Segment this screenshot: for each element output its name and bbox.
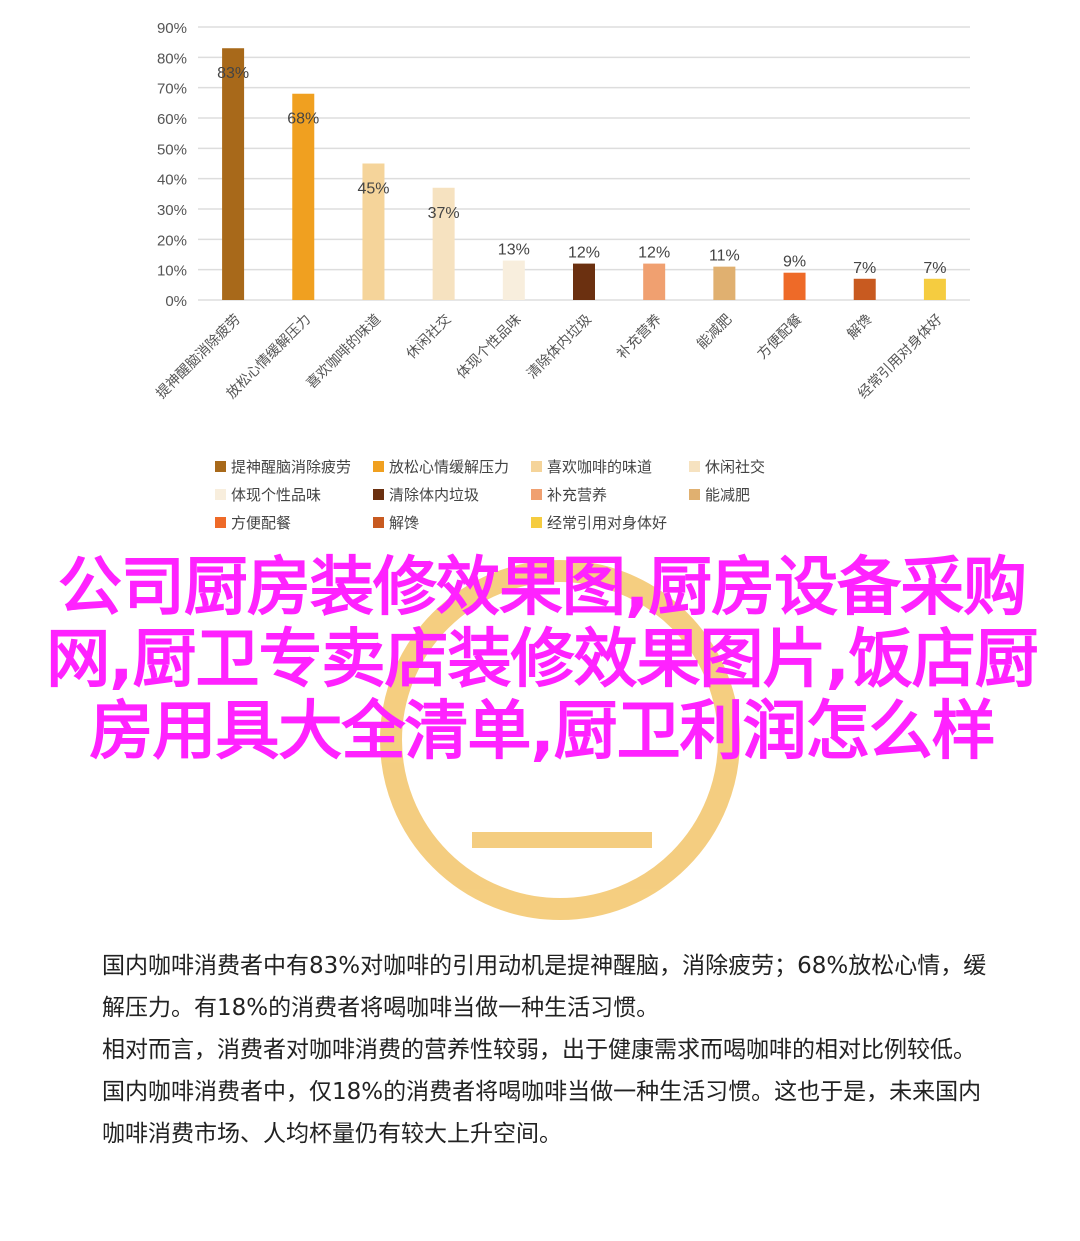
legend-swatch <box>373 488 384 500</box>
data-label: 11% <box>709 248 740 265</box>
legend-label: 能减肥 <box>705 485 751 504</box>
data-label: 12% <box>568 245 600 262</box>
bar-chart: 0%10%20%30%40%50%60%70%80%90%83%提神醒脑消除疲劳… <box>153 20 970 402</box>
bar <box>783 272 806 300</box>
legend-swatch <box>215 516 226 528</box>
bar <box>643 263 666 300</box>
y-tick-label: 80% <box>157 50 187 67</box>
data-label: 45% <box>357 181 389 198</box>
x-tick-label: 休闲社交 <box>403 311 455 363</box>
data-label: 83% <box>217 65 249 82</box>
legend-item: 方便配餐 <box>215 508 373 536</box>
legend-label: 体现个性品味 <box>231 485 322 504</box>
legend-item: 提神醒脑消除疲劳 <box>215 452 373 480</box>
legend-item: 喜欢咖啡的味道 <box>531 452 689 480</box>
legend-item: 补充营养 <box>531 480 689 508</box>
data-label: 7% <box>923 260 946 277</box>
legend-label: 喜欢咖啡的味道 <box>547 457 653 476</box>
legend-swatch <box>689 460 700 472</box>
legend-swatch <box>215 488 226 500</box>
x-tick-label: 补充营养 <box>614 312 665 363</box>
legend-label: 方便配餐 <box>231 513 292 532</box>
bar <box>853 278 876 300</box>
legend-swatch <box>531 460 542 472</box>
bar <box>573 263 595 300</box>
x-tick-label: 方便配餐 <box>754 312 805 363</box>
legend-item: 经常引用对身体好 <box>531 508 689 536</box>
legend-label: 休闲社交 <box>705 457 766 476</box>
data-label: 12% <box>638 245 670 262</box>
legend-item: 能减肥 <box>689 480 847 508</box>
x-tick-label: 体现个性品味 <box>454 312 525 383</box>
x-tick-label: 清除体内垃圾 <box>524 312 595 383</box>
legend-swatch <box>373 516 384 528</box>
bar <box>292 93 315 300</box>
y-tick-label: 10% <box>157 263 187 280</box>
y-tick-label: 40% <box>157 172 187 189</box>
legend-label: 经常引用对身体好 <box>547 513 668 532</box>
legend-swatch <box>373 460 384 472</box>
data-label: 13% <box>498 242 530 259</box>
data-label: 9% <box>783 254 806 271</box>
legend-swatch <box>531 516 542 528</box>
data-label: 68% <box>287 111 319 128</box>
y-tick-label: 0% <box>165 293 187 310</box>
y-tick-label: 90% <box>157 20 187 37</box>
legend-label: 解馋 <box>389 513 420 532</box>
data-label: 7% <box>853 260 876 277</box>
paragraph: 国内咖啡消费者中，仅18%的消费者将喝咖啡当做一种生活习惯。这也于是，未来国内咖… <box>102 1079 982 1147</box>
legend-label: 清除体内垃圾 <box>389 485 480 504</box>
y-tick-label: 30% <box>157 202 187 219</box>
bar <box>923 278 946 300</box>
paragraph: 国内咖啡消费者中有83%对咖啡的引用动机是提神醒脑，消除疲劳；68%放松心情，缓… <box>102 953 987 1021</box>
bar <box>713 266 736 300</box>
legend-label: 提神醒脑消除疲劳 <box>231 457 352 476</box>
y-tick-label: 60% <box>157 111 187 128</box>
bar <box>502 260 525 300</box>
y-tick-label: 70% <box>157 81 187 98</box>
legend-item: 解馋 <box>373 508 531 536</box>
bar <box>222 48 245 300</box>
x-tick-label: 解馋 <box>844 312 875 343</box>
article-text: 国内咖啡消费者中有83%对咖啡的引用动机是提神醒脑，消除疲劳；68%放松心情，缓… <box>102 945 1002 1155</box>
chart-legend: 提神醒脑消除疲劳 放松心情缓解压力 喜欢咖啡的味道 休闲社交体现个性品味 清除体内垃圾 补… <box>215 452 855 536</box>
bar <box>432 187 455 300</box>
paragraph: 相对而言，消费者对咖啡消费的营养性较弱，出于健康需求而喝咖啡的相对比例较低。 <box>102 1037 976 1063</box>
x-tick-label: 能减肥 <box>694 312 735 353</box>
legend-label: 补充营养 <box>547 485 608 504</box>
legend-item: 体现个性品味 <box>215 480 373 508</box>
legend-swatch <box>531 488 542 500</box>
data-label: 37% <box>428 205 460 222</box>
legend-item: 放松心情缓解压力 <box>373 452 531 480</box>
y-tick-label: 50% <box>157 141 187 158</box>
overlay-title: 公司厨房装修效果图,厨房设备采购网,厨卫专卖店装修效果图片,饭店厨房用具大全清单… <box>46 551 1039 769</box>
legend-item: 休闲社交 <box>689 452 847 480</box>
legend-item: 清除体内垃圾 <box>373 480 531 508</box>
x-tick-label: 喜欢咖啡的味道 <box>304 312 385 393</box>
legend-label: 放松心情缓解压力 <box>389 457 510 476</box>
y-tick-label: 20% <box>157 232 187 249</box>
legend-swatch <box>689 488 700 500</box>
bar <box>362 163 385 300</box>
legend-swatch <box>215 460 226 472</box>
